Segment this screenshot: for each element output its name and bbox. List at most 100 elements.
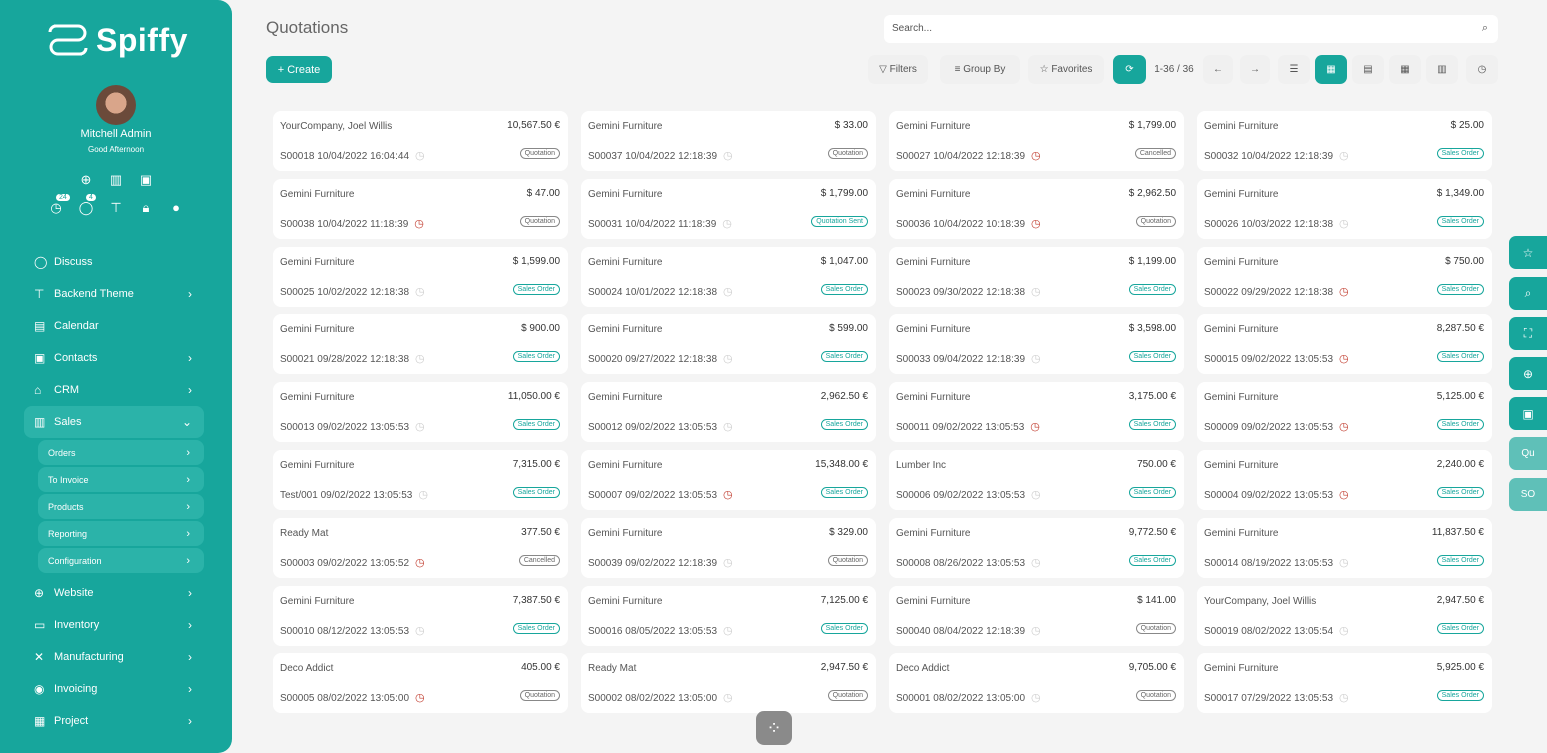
group-by-button[interactable]: ≡ Group By — [940, 55, 1020, 84]
activity-clock-icon[interactable]: ◷ — [1031, 556, 1041, 569]
activity-clock-icon[interactable]: ◷ — [722, 217, 732, 230]
note-button[interactable]: ▣ — [1509, 397, 1547, 430]
quotation-card[interactable]: Deco Addict 9,705.00 € S00001 08/02/2022… — [889, 653, 1184, 714]
submenu-item-orders[interactable]: Orders › — [38, 440, 204, 465]
quotation-card[interactable]: Gemini Furniture $ 900.00 S00021 09/28/2… — [273, 314, 568, 375]
quotation-card[interactable]: Gemini Furniture $ 3,598.00 S00033 09/04… — [889, 314, 1184, 375]
graph-view-button[interactable]: ▥ — [1426, 55, 1458, 84]
activity-clock-icon[interactable]: ◷ — [1339, 489, 1349, 501]
activity-clock-icon[interactable]: ◷ — [723, 624, 733, 637]
activity-clock-icon[interactable]: ◷ — [1031, 489, 1041, 501]
sidebar-item-project[interactable]: ▦ Project › — [24, 705, 204, 737]
activity-clock-icon[interactable]: ◷ — [723, 285, 733, 298]
quotation-card[interactable]: Gemini Furniture 7,387.50 € S00010 08/12… — [273, 585, 568, 646]
refresh-button[interactable]: ⟳ — [1113, 55, 1146, 84]
activity-clock-icon[interactable]: ◷ — [415, 692, 425, 705]
activity-clock-icon[interactable]: ◷ — [1031, 150, 1041, 162]
sidebar-item-crm[interactable]: ⌂ CRM › — [24, 374, 204, 406]
activity-clock-icon[interactable]: ◷ — [1030, 421, 1040, 434]
quotation-card[interactable]: Gemini Furniture $ 47.00 S00038 10/04/20… — [273, 178, 568, 239]
lightbulb-icon[interactable]: ● — [172, 200, 180, 215]
quotation-card[interactable]: Gemini Furniture 11,050.00 € S00013 09/0… — [273, 382, 568, 443]
sales-order-shortcut[interactable]: SO — [1509, 478, 1547, 511]
kanban-view-button[interactable]: ▦ — [1315, 55, 1347, 84]
apps-menu-button[interactable]: ⁘ — [756, 711, 792, 745]
paint-roller-icon[interactable]: ⊤ — [110, 200, 122, 215]
activity-clock-icon[interactable]: ◷ — [1031, 285, 1041, 298]
activity-clock-icon[interactable]: ◷ — [723, 353, 733, 366]
activity-clock-icon[interactable]: ◷ — [1339, 421, 1349, 434]
activity-clock-icon[interactable]: ◷ — [723, 556, 733, 569]
quotation-card[interactable]: Gemini Furniture 8,287.50 € S00015 09/02… — [1197, 314, 1492, 375]
activity-clock-icon[interactable]: ◷ — [1031, 624, 1041, 637]
activity-clock-icon[interactable]: ◷ — [1339, 217, 1349, 230]
list-view-button[interactable]: ☰ — [1278, 55, 1310, 84]
activity-clock-icon[interactable]: ◷ — [415, 353, 425, 366]
search-input[interactable]: Search... ⌕ — [884, 15, 1498, 43]
activity-clock-icon[interactable]: ◷ — [415, 150, 425, 162]
activity-clock-icon[interactable]: ◷ 24 — [47, 194, 70, 216]
quotation-card[interactable]: Gemini Furniture $ 599.00 S00020 09/27/2… — [581, 314, 876, 375]
sidebar-item-inventory[interactable]: ▭ Inventory › — [24, 609, 204, 641]
favorites-button[interactable]: ☆ Favorites — [1028, 55, 1104, 84]
filters-button[interactable]: ▽ Filters — [868, 55, 928, 84]
favorite-action-button[interactable]: ☆ — [1509, 236, 1547, 269]
sidebar-item-backend-theme[interactable]: ⊤ Backend Theme › — [24, 278, 204, 310]
activity-clock-icon[interactable]: ◷ — [1339, 692, 1349, 705]
quotation-card[interactable]: Ready Mat 377.50 € S00003 09/02/2022 13:… — [273, 517, 568, 578]
quotation-card[interactable]: Gemini Furniture $ 1,799.00 S00027 10/04… — [889, 111, 1184, 171]
quotation-card[interactable]: YourCompany, Joel Willis 2,947.50 € S000… — [1197, 585, 1492, 646]
quotation-card[interactable]: Gemini Furniture $ 1,199.00 S00023 09/30… — [889, 246, 1184, 307]
quotation-card[interactable]: YourCompany, Joel Willis 10,567.50 € S00… — [273, 111, 568, 171]
quotation-card[interactable]: Gemini Furniture 15,348.00 € S00007 09/0… — [581, 450, 876, 510]
prev-page-button[interactable]: ← — [1203, 55, 1233, 84]
quotation-card[interactable]: Lumber Inc 750.00 € S00006 09/02/2022 13… — [889, 450, 1184, 510]
activity-clock-icon[interactable]: ◷ — [415, 421, 425, 434]
submenu-item-to-invoice[interactable]: To Invoice › — [38, 467, 204, 492]
activity-clock-icon[interactable]: ◷ — [1031, 692, 1041, 705]
activity-clock-icon[interactable]: ◷ — [723, 421, 733, 434]
quotation-card[interactable]: Gemini Furniture $ 1,799.00 S00031 10/04… — [581, 178, 876, 239]
quotation-card[interactable]: Gemini Furniture 2,962.50 € S00012 09/02… — [581, 382, 876, 443]
quotation-card[interactable]: Gemini Furniture $ 33.00 S00037 10/04/20… — [581, 111, 876, 171]
fullscreen-button[interactable]: ⛶ — [1509, 317, 1547, 350]
activity-clock-icon[interactable]: ◷ — [1339, 624, 1349, 637]
sidebar-item-website[interactable]: ⊕ Website › — [24, 577, 204, 609]
quotation-card[interactable]: Gemini Furniture 11,837.50 € S00014 08/1… — [1197, 517, 1492, 578]
sidebar-item-manufacturing[interactable]: ✕ Manufacturing › — [24, 641, 204, 673]
quotation-shortcut[interactable]: Qu — [1509, 437, 1547, 470]
search-action-button[interactable]: ⌕ — [1509, 277, 1547, 310]
activity-clock-icon[interactable]: ◷ — [1031, 217, 1041, 230]
quotation-card[interactable]: Gemini Furniture $ 1,599.00 S00025 10/02… — [273, 246, 568, 307]
globe-icon[interactable]: ⊕ — [80, 172, 92, 187]
quotation-card[interactable]: Gemini Furniture 9,772.50 € S00008 08/26… — [889, 517, 1184, 578]
activity-clock-icon[interactable]: ◷ — [1339, 150, 1349, 162]
activity-clock-icon[interactable]: ◷ — [415, 285, 425, 298]
quotation-card[interactable]: Gemini Furniture 5,925.00 € S00017 07/29… — [1197, 653, 1492, 714]
quotation-card[interactable]: Deco Addict 405.00 € S00005 08/02/2022 1… — [273, 653, 568, 714]
sidebar-item-discuss[interactable]: ◯ Discuss — [24, 246, 204, 278]
quotation-card[interactable]: Gemini Furniture $ 141.00 S00040 08/04/2… — [889, 585, 1184, 646]
quotation-card[interactable]: Gemini Furniture $ 1,349.00 S00026 10/03… — [1197, 178, 1492, 239]
lock-icon[interactable]: 🔒︎ — [142, 200, 150, 215]
quotation-card[interactable]: Gemini Furniture $ 750.00 S00022 09/29/2… — [1197, 246, 1492, 307]
sidebar-item-invoicing[interactable]: ◉ Invoicing › — [24, 673, 204, 705]
activity-clock-icon[interactable]: ◷ — [723, 150, 733, 162]
submenu-item-products[interactable]: Products › — [38, 494, 204, 519]
quotation-card[interactable]: Gemini Furniture $ 25.00 S00032 10/04/20… — [1197, 111, 1492, 171]
quotation-card[interactable]: Gemini Furniture 5,125.00 € S00009 09/02… — [1197, 382, 1492, 443]
quotation-card[interactable]: Gemini Furniture 7,125.00 € S00016 08/05… — [581, 585, 876, 646]
activity-clock-icon[interactable]: ◷ — [1339, 285, 1349, 298]
submenu-item-reporting[interactable]: Reporting › — [38, 521, 204, 546]
pivot-view-button[interactable]: ▦ — [1389, 55, 1421, 84]
sidebar-item-contacts[interactable]: ▣ Contacts › — [24, 342, 204, 374]
activity-clock-icon[interactable]: ◷ — [418, 489, 428, 501]
create-button[interactable]: + Create — [266, 56, 332, 83]
quotation-card[interactable]: Gemini Furniture $ 1,047.00 S00024 10/01… — [581, 246, 876, 307]
messages-icon[interactable]: ◯ 4 — [77, 194, 96, 216]
activity-clock-icon[interactable]: ◷ — [1339, 353, 1349, 366]
sidebar-item-sales[interactable]: ▥ Sales ⌄ — [24, 406, 204, 438]
quotation-card[interactable]: Ready Mat 2,947.50 € S00002 08/02/2022 1… — [581, 653, 876, 714]
activity-clock-icon[interactable]: ◷ — [1339, 556, 1349, 569]
activity-clock-icon[interactable]: ◷ — [723, 692, 733, 705]
